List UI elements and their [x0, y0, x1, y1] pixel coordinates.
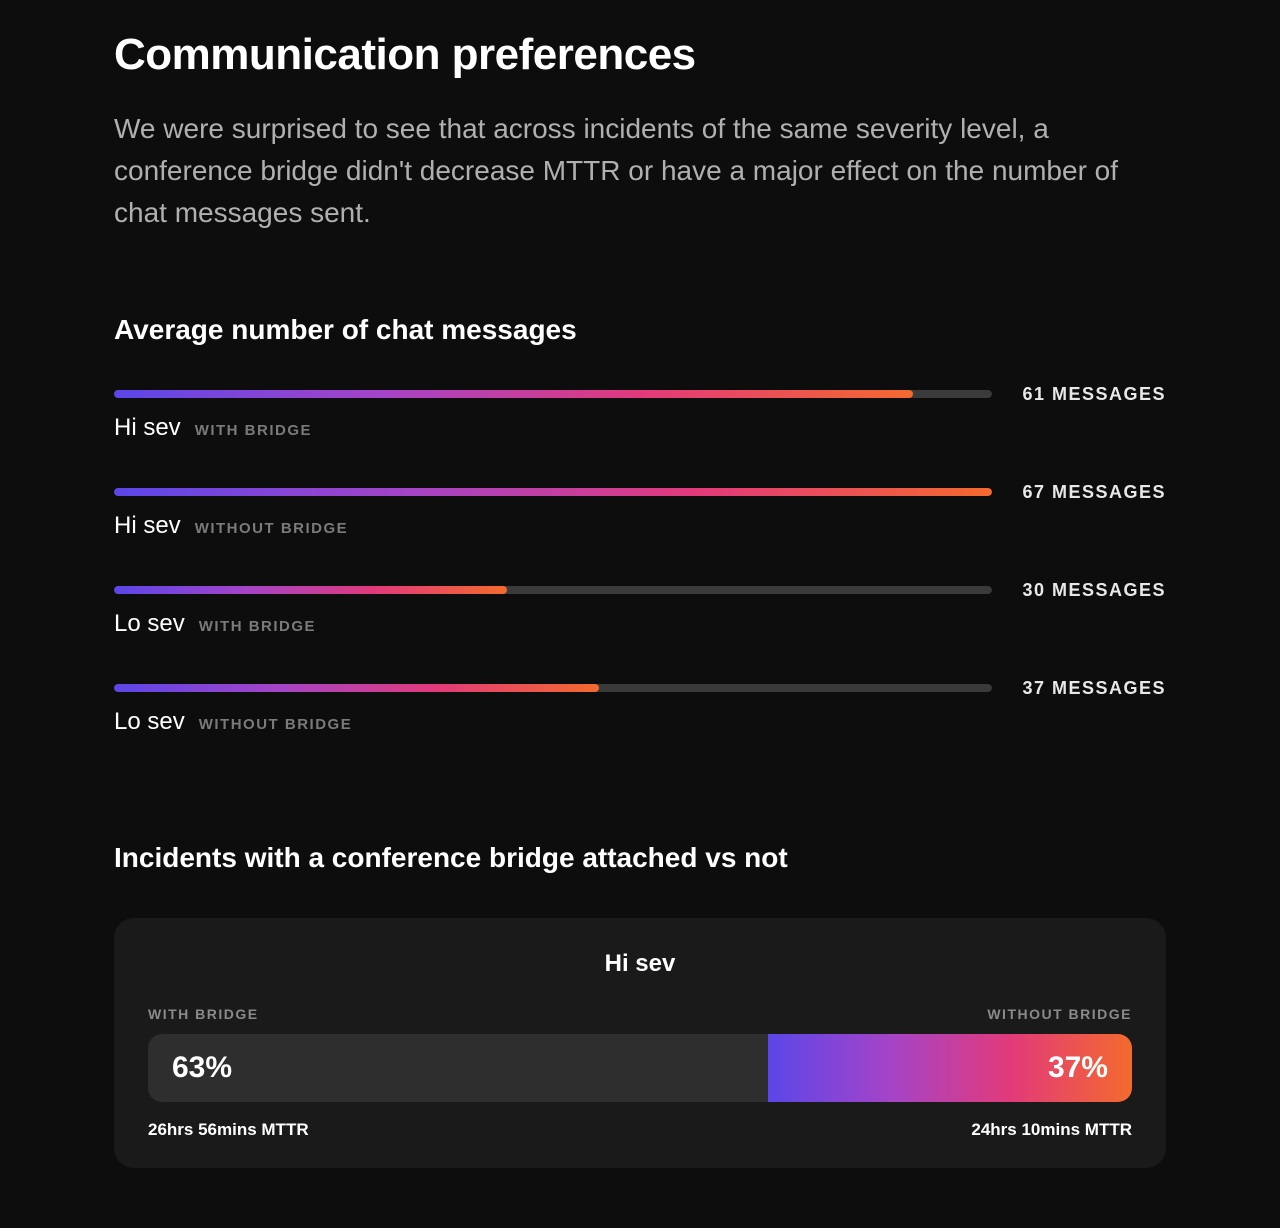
- bar-value-label: 37 MESSAGES: [1016, 684, 1166, 692]
- split-section-heading: Incidents with a conference bridge attac…: [114, 842, 1166, 874]
- messages-chart-heading: Average number of chat messages: [114, 314, 1166, 346]
- bar-track: [114, 488, 992, 496]
- bar-label-line: Lo sev WITH BRIDGE: [114, 610, 992, 638]
- bar-value-label: 61 MESSAGES: [1016, 390, 1166, 398]
- split-left-footer: 26hrs 56mins MTTR: [148, 1120, 309, 1140]
- bar-secondary-label: WITH BRIDGE: [199, 618, 316, 635]
- split-bar-left: 63%: [148, 1034, 768, 1102]
- split-right-pct: 37%: [1048, 1051, 1108, 1085]
- split-bar: 63% 37%: [148, 1034, 1132, 1102]
- bar-column: Lo sev WITHOUT BRIDGE: [114, 684, 992, 736]
- bar-label-line: Hi sev WITHOUT BRIDGE: [114, 512, 992, 540]
- split-bottom-labels: 26hrs 56mins MTTR 24hrs 10mins MTTR: [148, 1120, 1132, 1140]
- bar-fill: [114, 684, 599, 692]
- split-left-pct: 63%: [172, 1051, 232, 1085]
- bar-row: Hi sev WITHOUT BRIDGE 67 MESSAGES: [114, 488, 1166, 540]
- split-top-labels: WITH BRIDGE WITHOUT BRIDGE: [148, 1006, 1132, 1022]
- bar-track: [114, 390, 992, 398]
- bar-primary-label: Hi sev: [114, 414, 181, 442]
- split-card: Hi sev WITH BRIDGE WITHOUT BRIDGE 63% 37…: [114, 918, 1166, 1168]
- bar-secondary-label: WITHOUT BRIDGE: [195, 520, 349, 537]
- page-title: Communication preferences: [114, 30, 1166, 80]
- bar-column: Hi sev WITHOUT BRIDGE: [114, 488, 992, 540]
- bar-label-line: Hi sev WITH BRIDGE: [114, 414, 992, 442]
- bar-primary-label: Hi sev: [114, 512, 181, 540]
- split-bar-right: 37%: [768, 1034, 1132, 1102]
- bar-row: Hi sev WITH BRIDGE 61 MESSAGES: [114, 390, 1166, 442]
- bar-track: [114, 684, 992, 692]
- bar-row: Lo sev WITHOUT BRIDGE 37 MESSAGES: [114, 684, 1166, 736]
- intro-paragraph: We were surprised to see that across inc…: [114, 108, 1166, 234]
- split-left-label: WITH BRIDGE: [148, 1006, 259, 1022]
- bar-row: Lo sev WITH BRIDGE 30 MESSAGES: [114, 586, 1166, 638]
- bar-value-label: 67 MESSAGES: [1016, 488, 1166, 496]
- bar-secondary-label: WITH BRIDGE: [195, 422, 312, 439]
- bar-fill: [114, 488, 992, 496]
- messages-bar-chart: Hi sev WITH BRIDGE 61 MESSAGES Hi sev WITHOU…: [114, 390, 1166, 736]
- bar-column: Hi sev WITH BRIDGE: [114, 390, 992, 442]
- bar-column: Lo sev WITH BRIDGE: [114, 586, 992, 638]
- bar-primary-label: Lo sev: [114, 708, 185, 736]
- split-right-footer: 24hrs 10mins MTTR: [971, 1120, 1132, 1140]
- bar-label-line: Lo sev WITHOUT BRIDGE: [114, 708, 992, 736]
- bar-primary-label: Lo sev: [114, 610, 185, 638]
- bar-value-label: 30 MESSAGES: [1016, 586, 1166, 594]
- bar-secondary-label: WITHOUT BRIDGE: [199, 716, 353, 733]
- split-right-label: WITHOUT BRIDGE: [987, 1006, 1132, 1022]
- bar-fill: [114, 390, 913, 398]
- page: Communication preferences We were surpri…: [0, 0, 1280, 1208]
- split-card-title: Hi sev: [148, 950, 1132, 978]
- bar-fill: [114, 586, 507, 594]
- bar-track: [114, 586, 992, 594]
